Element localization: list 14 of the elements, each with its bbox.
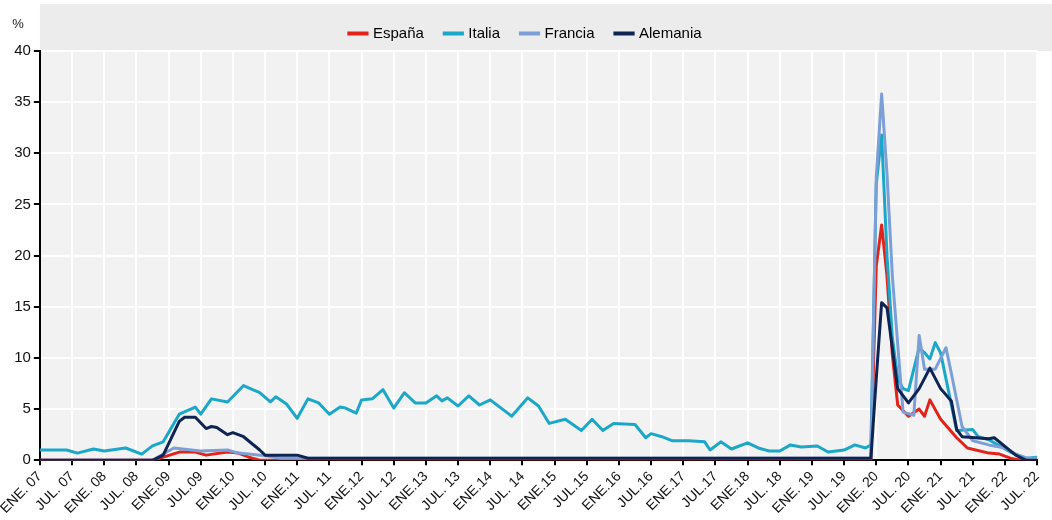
y-tick-label: 30 <box>14 143 31 161</box>
y-tick-label: 20 <box>14 245 31 263</box>
legend-label: España <box>372 23 425 41</box>
y-axis-title: % <box>12 16 25 32</box>
y-tick-label: 25 <box>14 194 31 212</box>
legend-label: Italia <box>468 23 501 41</box>
legend-label: Alemania <box>639 23 703 41</box>
y-tick-label: 40 <box>14 41 31 59</box>
y-tick-label: 10 <box>14 348 31 366</box>
y-tick-label: 15 <box>14 296 31 314</box>
y-tick-label: 35 <box>14 92 31 110</box>
y-tick-label: 0 <box>22 450 31 468</box>
y-tick-label: 5 <box>22 399 31 417</box>
legend-label: Francia <box>544 23 596 41</box>
